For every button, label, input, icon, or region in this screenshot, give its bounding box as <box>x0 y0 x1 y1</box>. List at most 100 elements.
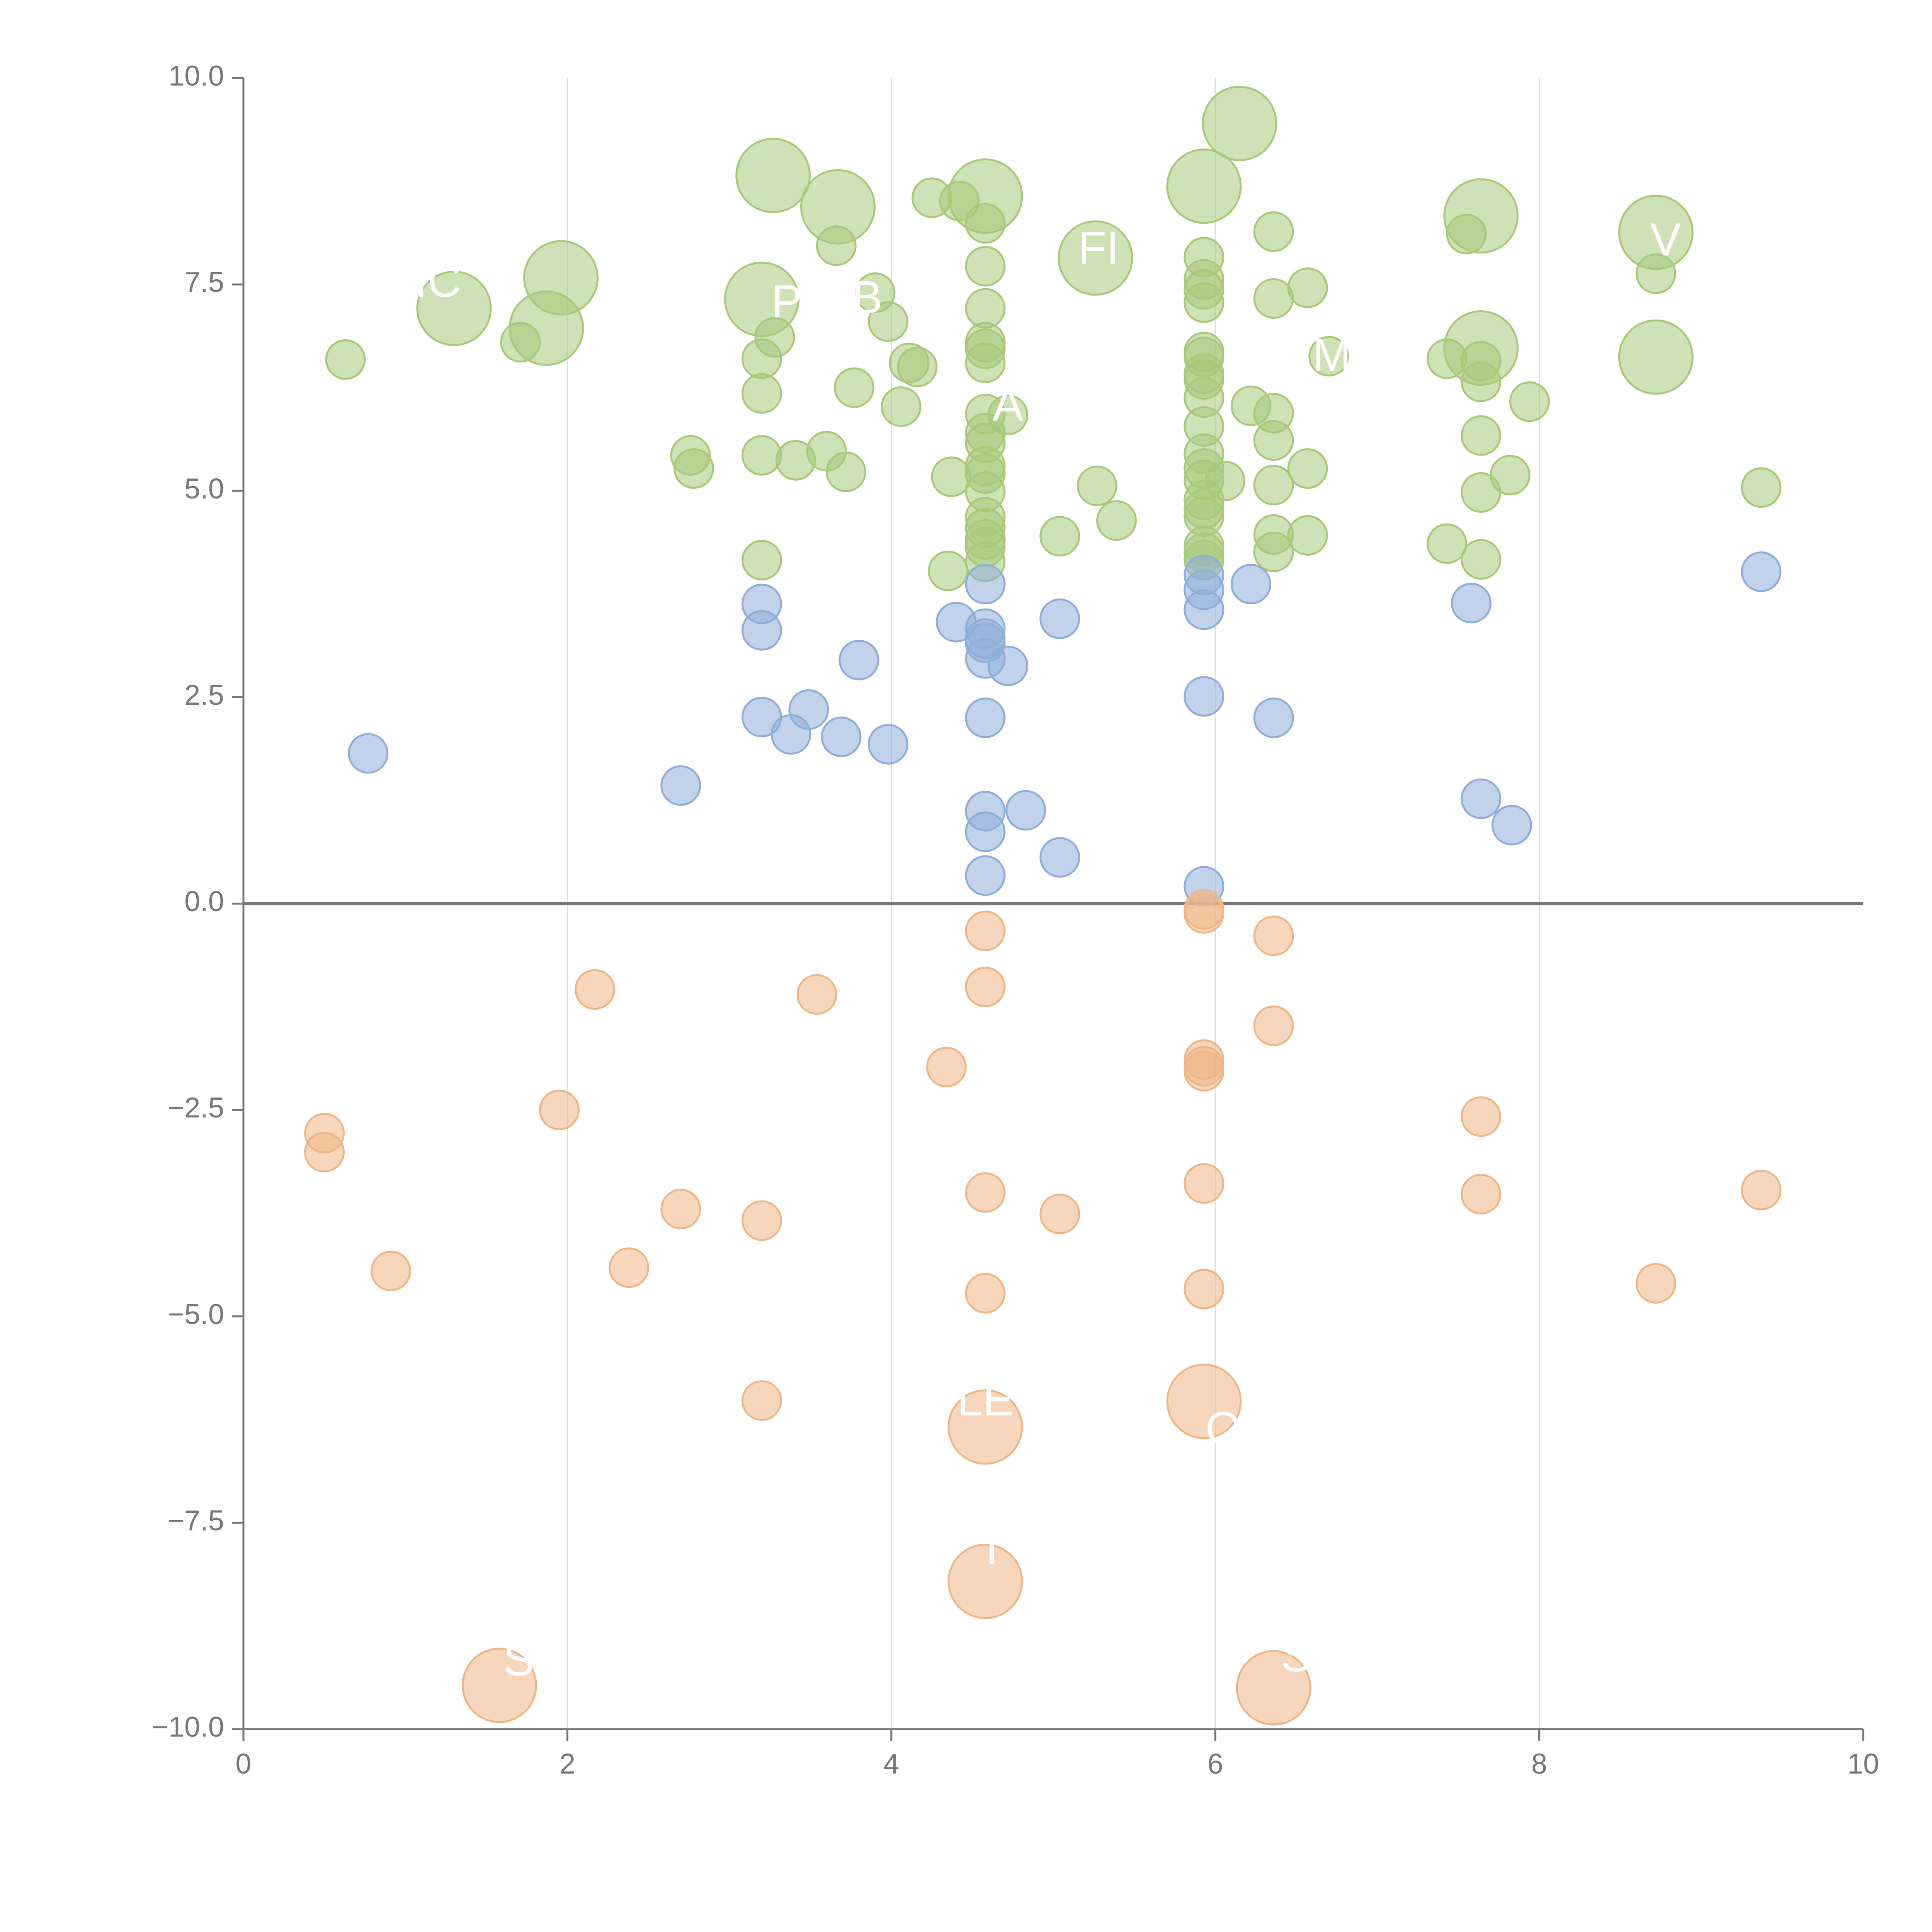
bubble <box>965 855 1006 896</box>
bubble <box>965 246 1006 287</box>
bubble <box>928 550 969 591</box>
bubble <box>325 339 366 380</box>
point-label: T <box>978 1522 1006 1574</box>
bubble <box>735 138 811 213</box>
bubble <box>1202 86 1277 162</box>
bubble <box>1741 551 1782 592</box>
bubble <box>1230 564 1271 605</box>
bubble <box>965 811 1006 852</box>
bubble <box>965 564 1006 605</box>
bubble <box>965 697 1006 738</box>
bubble <box>867 724 908 765</box>
bubble <box>1096 500 1137 541</box>
bubble <box>754 317 795 358</box>
bubble <box>1491 805 1532 846</box>
bubble <box>416 270 492 346</box>
point-label: S <box>503 1634 534 1685</box>
bubble <box>575 969 616 1010</box>
bubble <box>881 386 922 427</box>
bubble <box>825 451 866 492</box>
bubble <box>965 966 1006 1007</box>
bubble <box>348 733 389 774</box>
bubble <box>1039 598 1080 639</box>
bubble <box>1184 676 1225 717</box>
bubble <box>833 367 874 408</box>
bubble <box>539 1090 580 1131</box>
y-tick-label: −10.0 <box>152 1711 224 1743</box>
bubble <box>931 456 972 497</box>
bubble <box>1166 1364 1242 1439</box>
x-tick-label: 4 <box>883 1748 899 1780</box>
bubble <box>897 347 938 388</box>
y-tick-label: 10.0 <box>168 60 224 92</box>
bubble <box>1253 1005 1294 1046</box>
bubble <box>796 974 837 1015</box>
bubble <box>1253 915 1294 956</box>
bubble <box>965 1172 1006 1213</box>
bubble <box>1005 790 1046 831</box>
point-label-layer: IC PE B FI A M V LE O T S S <box>415 214 1681 1685</box>
point-label: B <box>852 272 883 323</box>
bubble <box>838 639 879 680</box>
bubble <box>1635 1263 1676 1304</box>
bubble <box>660 765 701 806</box>
bubble <box>965 203 1006 244</box>
bubble <box>965 1273 1006 1314</box>
bubble <box>1039 1194 1080 1235</box>
bubble <box>1236 1650 1311 1726</box>
bubble <box>523 240 599 316</box>
y-tick-label: −7.5 <box>168 1504 224 1536</box>
bubble <box>660 1189 701 1230</box>
bubble <box>1253 531 1294 572</box>
bubble <box>1461 1096 1502 1137</box>
bubble <box>1184 1163 1225 1204</box>
bubble <box>1253 420 1294 461</box>
bubble <box>741 373 782 414</box>
bubble <box>673 448 714 489</box>
bubble <box>370 1250 411 1291</box>
point-label: M <box>1313 329 1351 381</box>
bubble <box>1427 523 1468 564</box>
bubble <box>1461 778 1502 819</box>
bubble <box>304 1132 345 1173</box>
bubble <box>1166 148 1242 224</box>
x-tick-label: 2 <box>560 1748 575 1780</box>
bubble <box>1461 415 1502 456</box>
bubble <box>1287 515 1328 556</box>
bubble <box>867 301 908 342</box>
bubble <box>1461 361 1502 402</box>
bubble <box>609 1247 650 1288</box>
bubble <box>788 689 829 730</box>
bubble <box>965 342 1006 383</box>
bubble <box>988 395 1029 435</box>
bubble <box>1741 467 1782 508</box>
bubble <box>1253 211 1294 252</box>
point-label: A <box>993 379 1024 430</box>
axes: 10.0 7.5 5.0 2.5 0.0 −2.5 −5.0 −7.5 −10.0 0 2 4 6 8 10 <box>152 60 1879 1780</box>
bubble-layer <box>304 86 1782 1726</box>
bubble <box>1461 1174 1502 1215</box>
x-tick-label: 8 <box>1531 1748 1547 1780</box>
bubble <box>1618 319 1694 395</box>
bubble <box>1635 253 1676 294</box>
point-label: LE <box>957 1374 1014 1425</box>
bubble <box>1443 178 1519 254</box>
point-label: FI <box>1078 222 1119 274</box>
bubble <box>947 1389 1023 1465</box>
y-tick-label: 0.0 <box>184 885 224 917</box>
bubble <box>1287 448 1328 489</box>
bubble <box>1184 893 1225 934</box>
point-label: PE <box>771 276 833 327</box>
x-tick-label: 6 <box>1208 1748 1223 1780</box>
bubble <box>1741 1170 1782 1211</box>
bubble <box>988 645 1029 686</box>
y-tick-label: 2.5 <box>184 679 224 711</box>
bubble <box>1509 381 1550 422</box>
x-tick-label: 10 <box>1847 1748 1879 1780</box>
bubble <box>1308 336 1349 377</box>
point-label: IC <box>415 255 461 307</box>
bubble <box>741 1200 782 1241</box>
bubble <box>947 1544 1023 1619</box>
bubble <box>1184 282 1225 323</box>
